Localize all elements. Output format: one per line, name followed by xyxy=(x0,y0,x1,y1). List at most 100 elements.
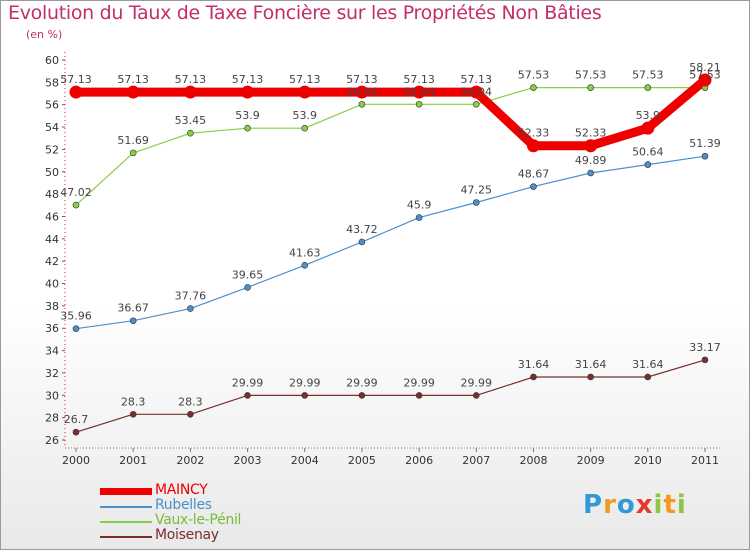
data-label-vaux-le-penil: 56.04 xyxy=(403,85,435,98)
data-point-moisenay[interactable] xyxy=(129,410,137,418)
x-tick-label: 2004 xyxy=(291,454,319,467)
data-point-rubelles[interactable] xyxy=(72,325,80,332)
data-point-maincy[interactable] xyxy=(298,85,312,99)
y-tick-label: 40 xyxy=(45,278,59,291)
data-point-vaux-le-penil[interactable] xyxy=(244,124,251,132)
data-label-vaux-le-penil: 53.9 xyxy=(235,109,260,122)
y-tick-label: 48 xyxy=(45,188,59,201)
data-point-maincy[interactable] xyxy=(584,139,598,153)
legend-swatch-rubelles xyxy=(100,506,152,508)
data-label-vaux-le-penil: 53.9 xyxy=(292,109,317,122)
y-tick-label: 32 xyxy=(45,367,59,380)
y-tick-label: 52 xyxy=(45,143,59,156)
data-label-rubelles: 50.64 xyxy=(632,146,664,159)
data-point-maincy[interactable] xyxy=(69,85,83,99)
legend-label-moisenay: Moisenay xyxy=(155,527,219,543)
data-point-rubelles[interactable] xyxy=(187,305,194,312)
data-point-rubelles[interactable] xyxy=(358,238,366,246)
data-point-rubelles[interactable] xyxy=(644,161,652,168)
data-label-rubelles: 51.39 xyxy=(689,137,721,150)
data-point-maincy[interactable] xyxy=(641,121,655,135)
series-points xyxy=(69,73,712,436)
data-label-maincy: 57.13 xyxy=(117,73,149,86)
legend-label-vaux-le-penil: Vaux-le-Pénil xyxy=(155,512,242,528)
data-point-moisenay[interactable] xyxy=(358,392,366,399)
data-point-maincy[interactable] xyxy=(355,85,369,99)
data-point-moisenay[interactable] xyxy=(587,373,594,381)
data-point-maincy[interactable] xyxy=(526,139,540,153)
data-label-maincy: 57.13 xyxy=(346,73,378,86)
data-point-moisenay[interactable] xyxy=(530,373,537,381)
x-tick-label: 2005 xyxy=(348,454,376,467)
data-point-maincy[interactable] xyxy=(241,85,255,99)
legend-swatch-vaux-le-penil xyxy=(100,521,152,523)
data-label-rubelles: 36.67 xyxy=(117,302,149,315)
data-point-vaux-le-penil[interactable] xyxy=(129,149,137,157)
y-tick-label: 28 xyxy=(45,412,59,425)
y-tick-label: 46 xyxy=(45,210,59,223)
data-point-vaux-le-penil[interactable] xyxy=(644,84,652,91)
y-tick-label: 44 xyxy=(45,233,59,246)
data-point-vaux-le-penil[interactable] xyxy=(415,100,423,108)
data-label-moisenay: 31.64 xyxy=(518,358,550,371)
data-label-rubelles: 39.65 xyxy=(232,268,264,281)
data-label-maincy: 52.33 xyxy=(575,127,607,140)
logo-letter: P xyxy=(583,490,604,520)
data-point-moisenay[interactable] xyxy=(301,392,309,399)
logo-letter: i xyxy=(653,490,664,520)
data-point-maincy[interactable] xyxy=(126,85,140,99)
data-point-moisenay[interactable] xyxy=(701,356,709,364)
data-point-vaux-le-penil[interactable] xyxy=(358,100,366,108)
data-point-maincy[interactable] xyxy=(183,85,197,99)
data-point-rubelles[interactable] xyxy=(301,262,309,269)
data-label-moisenay: 28.3 xyxy=(178,395,203,408)
legend-swatch-moisenay xyxy=(100,536,152,538)
data-point-moisenay[interactable] xyxy=(472,392,480,399)
data-point-vaux-le-penil[interactable] xyxy=(587,84,594,91)
data-label-rubelles: 48.67 xyxy=(518,168,550,181)
y-tick-label: 56 xyxy=(45,99,59,112)
data-label-moisenay: 26.7 xyxy=(64,413,89,426)
data-point-vaux-le-penil[interactable] xyxy=(472,100,480,108)
x-tick-label: 2011 xyxy=(691,454,719,467)
logo-letter: i xyxy=(676,490,687,520)
data-point-rubelles[interactable] xyxy=(530,183,537,190)
data-point-maincy[interactable] xyxy=(698,73,712,87)
data-point-maincy[interactable] xyxy=(469,85,483,99)
data-point-rubelles[interactable] xyxy=(587,169,594,177)
data-label-maincy: 57.13 xyxy=(175,73,207,86)
data-label-vaux-le-penil: 47.02 xyxy=(60,186,92,199)
data-point-maincy[interactable] xyxy=(412,85,426,99)
data-point-moisenay[interactable] xyxy=(187,410,194,418)
y-tick-label: 54 xyxy=(45,121,59,134)
x-tick-label: 2007 xyxy=(462,454,490,467)
data-label-rubelles: 35.96 xyxy=(60,310,92,323)
data-label-vaux-le-penil: 57.53 xyxy=(632,69,664,82)
data-point-rubelles[interactable] xyxy=(244,284,251,291)
data-point-rubelles[interactable] xyxy=(701,152,709,160)
legend-swatch-maincy xyxy=(100,488,152,495)
data-label-moisenay: 28.3 xyxy=(121,395,146,408)
data-point-vaux-le-penil[interactable] xyxy=(72,201,80,209)
data-point-vaux-le-penil[interactable] xyxy=(530,84,537,91)
data-point-moisenay[interactable] xyxy=(644,373,652,381)
series-line-maincy xyxy=(71,75,710,151)
data-label-moisenay: 29.99 xyxy=(403,376,435,389)
data-point-moisenay[interactable] xyxy=(72,428,80,436)
data-point-rubelles[interactable] xyxy=(129,317,137,325)
data-point-rubelles[interactable] xyxy=(415,214,423,221)
data-label-rubelles: 43.72 xyxy=(346,223,378,236)
x-tick-label: 2002 xyxy=(176,454,204,467)
data-point-moisenay[interactable] xyxy=(415,392,423,399)
data-point-rubelles[interactable] xyxy=(472,199,480,206)
y-tick-label: 38 xyxy=(45,300,59,313)
x-tick-label: 2010 xyxy=(634,454,662,467)
data-label-moisenay: 31.64 xyxy=(632,358,664,371)
data-label-maincy: 57.13 xyxy=(60,73,92,86)
proxiti-logo[interactable]: Proxiti xyxy=(583,490,687,520)
data-label-moisenay: 29.99 xyxy=(346,376,378,389)
data-point-vaux-le-penil[interactable] xyxy=(187,129,194,137)
data-label-vaux-le-penil: 57.53 xyxy=(689,69,721,82)
data-point-moisenay[interactable] xyxy=(244,392,251,399)
data-point-vaux-le-penil[interactable] xyxy=(301,124,309,132)
